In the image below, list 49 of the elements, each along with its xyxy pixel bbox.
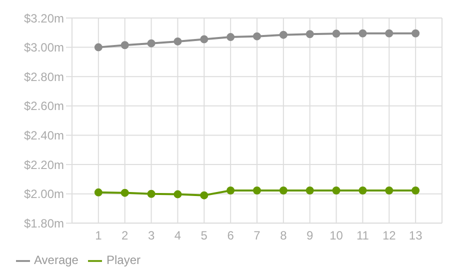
point xyxy=(200,191,208,200)
point xyxy=(147,39,156,48)
x-tick-label: 4 xyxy=(174,228,182,243)
point xyxy=(174,190,182,198)
y-tick-label: $2.60m xyxy=(24,99,64,114)
point xyxy=(226,33,235,42)
legend-label: Average xyxy=(34,253,78,268)
point xyxy=(174,37,182,46)
point xyxy=(94,43,102,52)
point xyxy=(358,29,367,38)
legend-label: Player xyxy=(106,253,140,268)
point xyxy=(120,41,129,50)
x-tick-label: 8 xyxy=(280,228,288,243)
x-tick-label: 1 xyxy=(95,228,102,243)
x-tick-label: 3 xyxy=(148,228,155,243)
y-tick-label: $1.80m xyxy=(24,216,64,230)
point xyxy=(120,188,129,197)
y-tick-label: $3.00m xyxy=(24,40,64,55)
y-tick-label: $2.00m xyxy=(24,187,64,202)
y-tick-label: $3.20m xyxy=(24,11,64,26)
point xyxy=(306,186,314,194)
point xyxy=(332,186,340,194)
point xyxy=(253,32,261,40)
x-tick-label: 10 xyxy=(330,228,344,243)
point xyxy=(253,186,261,194)
y-tick-label: $2.80m xyxy=(24,70,64,84)
point xyxy=(279,30,288,39)
point xyxy=(385,29,394,38)
point xyxy=(200,35,208,44)
point xyxy=(226,186,235,194)
x-tick-label: 12 xyxy=(382,228,396,243)
point xyxy=(412,29,420,38)
point xyxy=(306,30,314,38)
point xyxy=(94,188,102,196)
x-tick-label: 9 xyxy=(306,228,314,243)
x-tick-label: 11 xyxy=(356,228,370,243)
point xyxy=(385,186,394,194)
x-tick-label: 7 xyxy=(254,228,261,243)
point xyxy=(147,190,156,198)
x-tick-label: 6 xyxy=(227,228,234,243)
point xyxy=(358,186,367,194)
point xyxy=(412,186,420,194)
point xyxy=(332,30,340,38)
x-tick-label: 2 xyxy=(122,228,129,243)
y-tick-label: $2.40m xyxy=(24,128,64,142)
x-tick-label: 13 xyxy=(408,228,423,243)
x-tick-label: 5 xyxy=(200,228,208,243)
y-tick-label: $2.20m xyxy=(24,158,64,172)
point xyxy=(279,186,288,194)
